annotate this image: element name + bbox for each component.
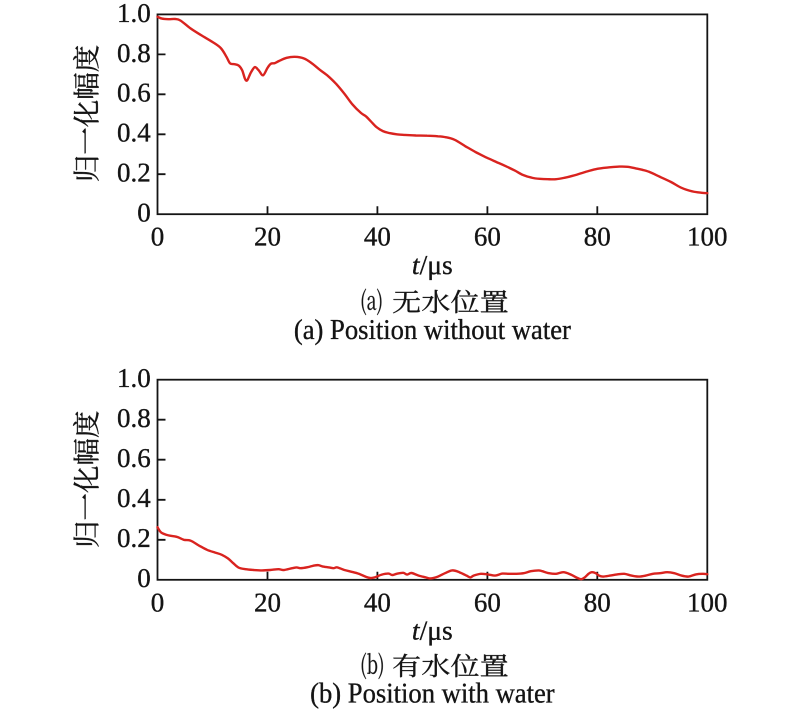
- svg-text:0: 0: [151, 222, 165, 252]
- svg-text:t/μs: t/μs: [412, 249, 453, 280]
- svg-text:20: 20: [254, 587, 281, 617]
- svg-text:1.0: 1.0: [117, 363, 151, 393]
- svg-text:0.8: 0.8: [117, 38, 151, 68]
- svg-text:0.6: 0.6: [117, 443, 151, 473]
- svg-text:40: 40: [364, 222, 391, 252]
- svg-text:t/μs: t/μs: [412, 615, 453, 646]
- svg-text:0.4: 0.4: [117, 483, 151, 513]
- svg-text:0: 0: [151, 587, 165, 617]
- svg-text:80: 80: [584, 222, 611, 252]
- svg-text:60: 60: [474, 222, 501, 252]
- svg-text:80: 80: [584, 587, 611, 617]
- svg-text:60: 60: [474, 587, 501, 617]
- svg-text:0.8: 0.8: [117, 403, 151, 433]
- svg-text:(b) Position with water: (b) Position with water: [310, 679, 555, 710]
- svg-text:0: 0: [137, 198, 151, 228]
- svg-text:100: 100: [687, 587, 728, 617]
- svg-text:0: 0: [137, 563, 151, 593]
- svg-text:40: 40: [364, 587, 391, 617]
- svg-text:1.0: 1.0: [117, 0, 151, 28]
- svg-text:0.2: 0.2: [117, 523, 151, 553]
- svg-text:(a) Position without water: (a) Position without water: [294, 315, 572, 346]
- svg-text:100: 100: [687, 222, 728, 252]
- svg-text:0.2: 0.2: [117, 158, 151, 188]
- svg-text:0.6: 0.6: [117, 78, 151, 108]
- svg-text:20: 20: [254, 222, 281, 252]
- svg-text:0.4: 0.4: [117, 118, 151, 148]
